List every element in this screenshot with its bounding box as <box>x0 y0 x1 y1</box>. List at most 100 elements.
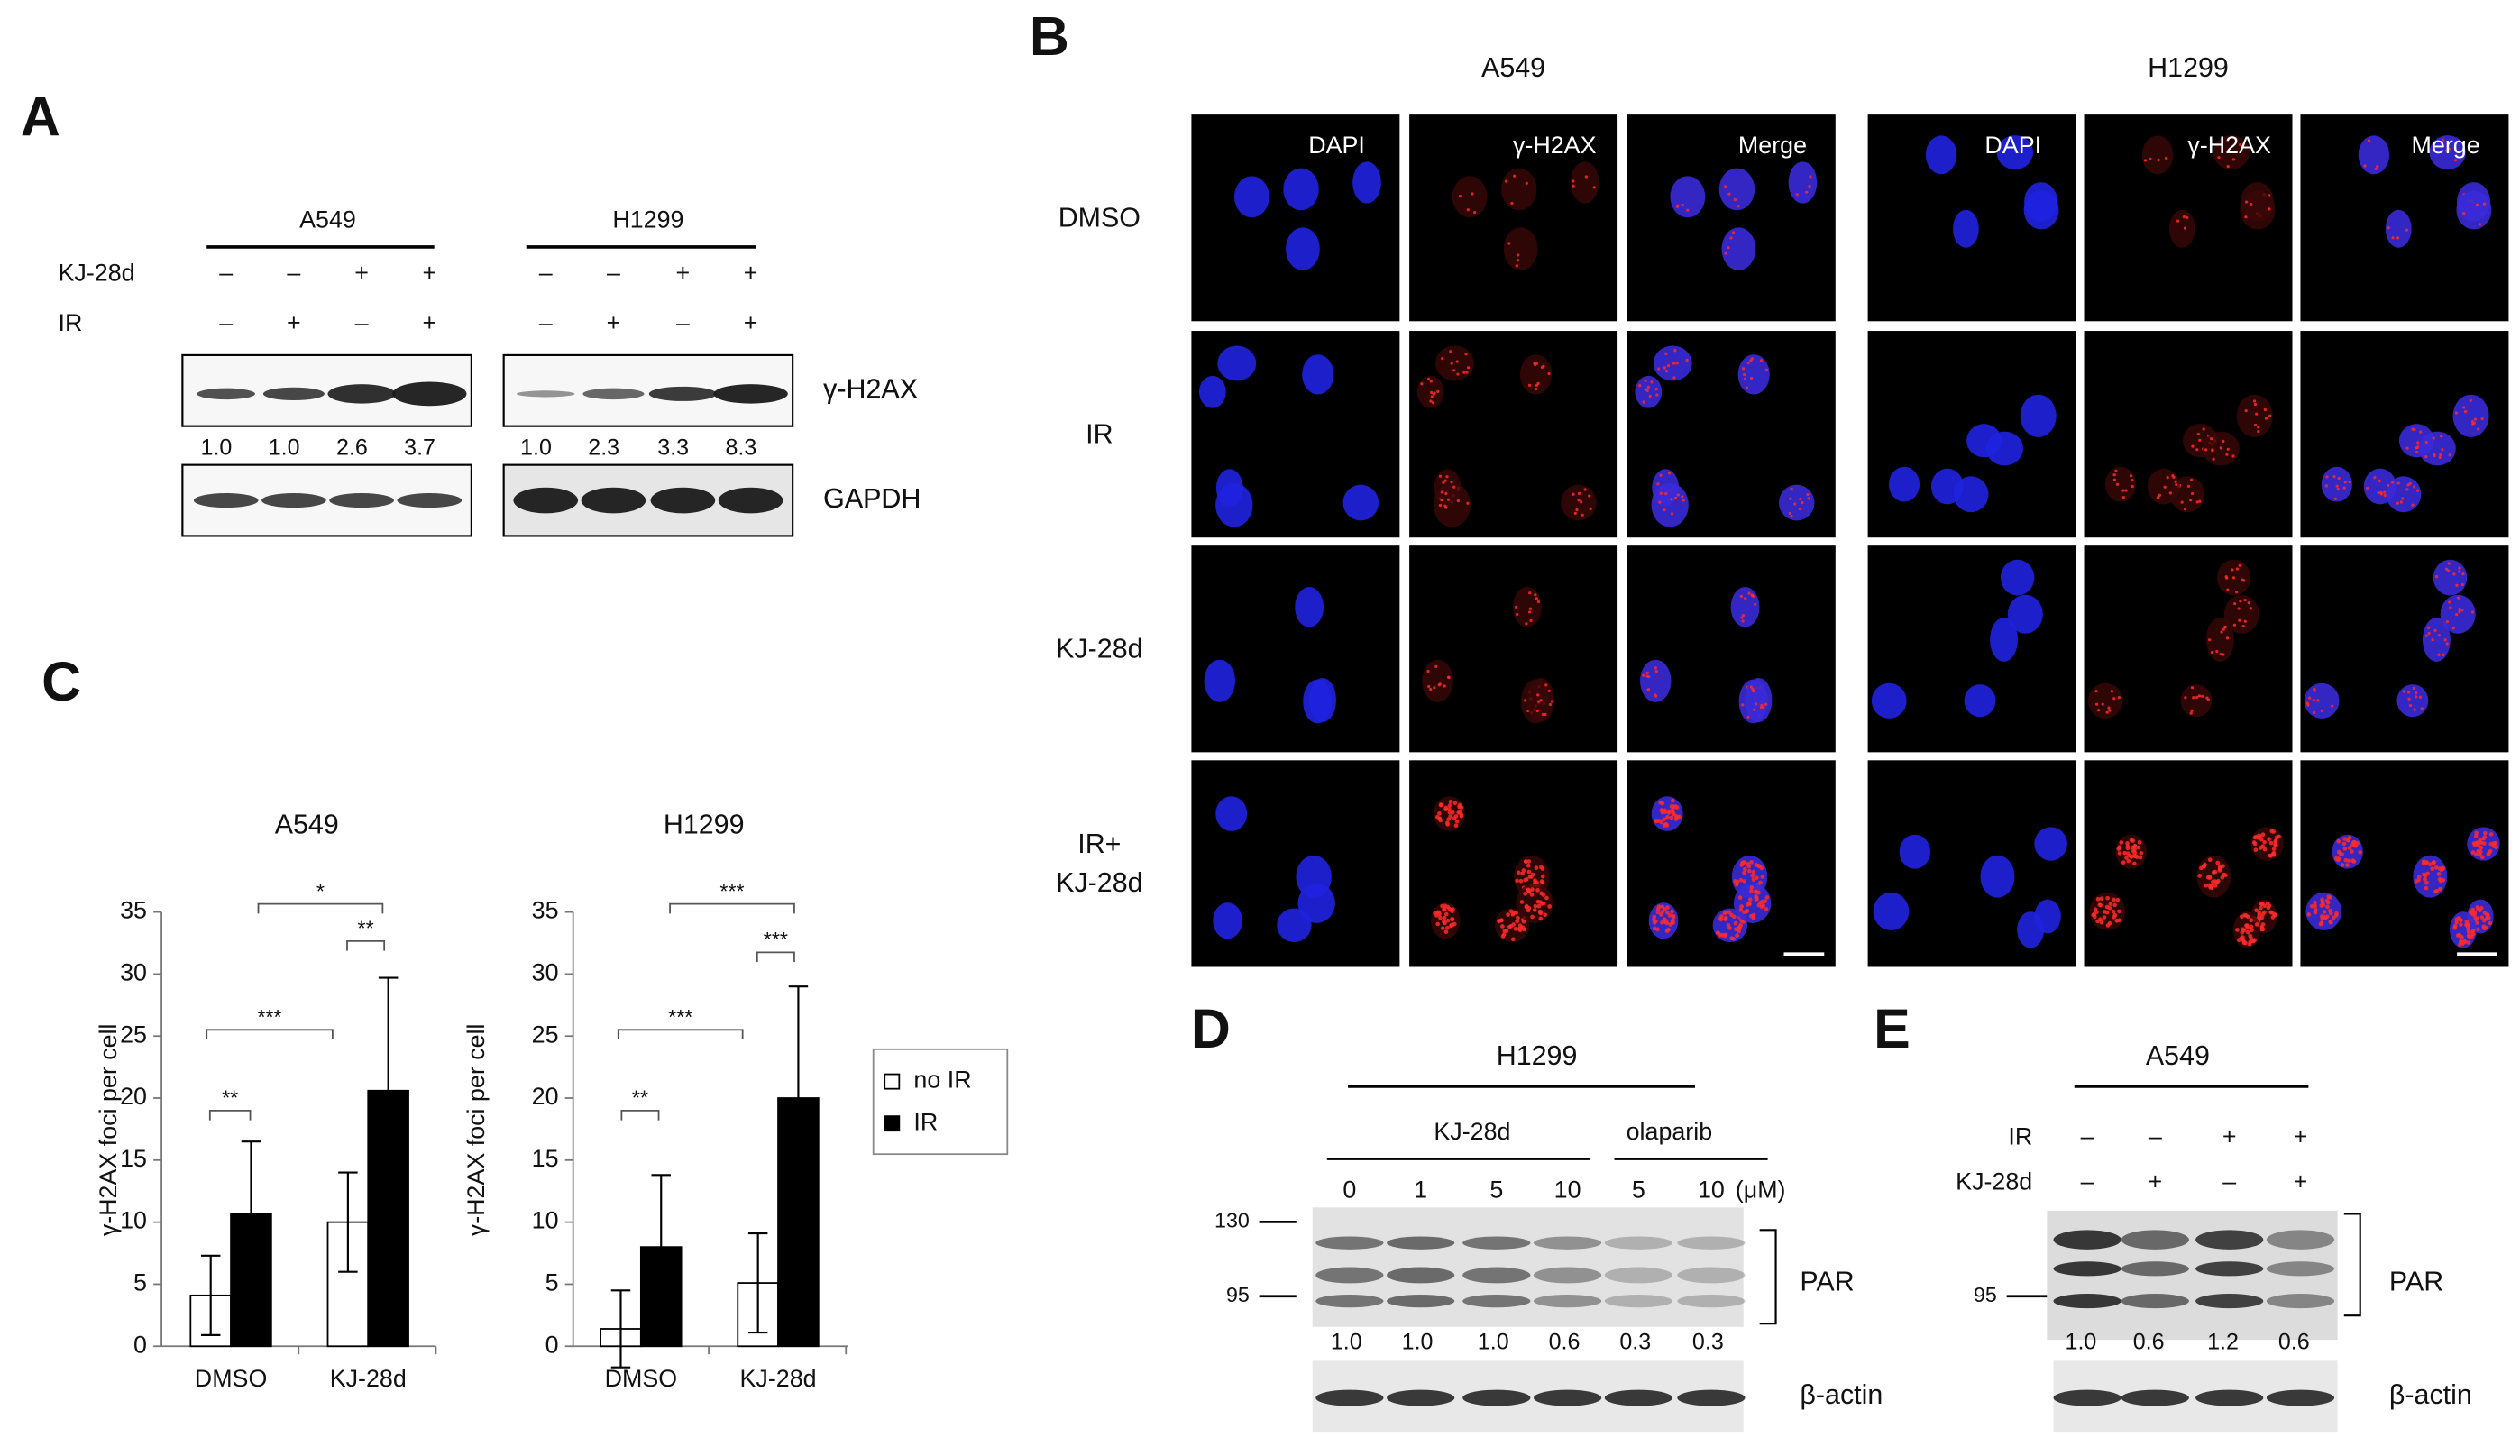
focus <box>1513 927 1518 931</box>
focus <box>2215 860 2221 865</box>
focus <box>1516 253 1520 257</box>
nucleus <box>1899 834 1931 869</box>
focus <box>2157 158 2160 162</box>
focus <box>2112 897 2116 902</box>
focus <box>1764 895 1770 900</box>
focus <box>1742 870 1746 875</box>
focus <box>2205 875 2211 880</box>
focus <box>2245 923 2250 928</box>
focus <box>2443 638 2447 642</box>
focus <box>2249 918 2254 923</box>
blot-band <box>1315 1389 1384 1406</box>
focus <box>1675 205 1680 208</box>
cell-line-header: H1299 <box>2148 52 2229 83</box>
focus <box>2102 915 2107 920</box>
focus <box>1667 472 1672 475</box>
focus <box>1444 506 1448 509</box>
quantification: 3.7 <box>404 435 435 460</box>
focus <box>1544 712 1547 717</box>
focus <box>1448 799 1453 804</box>
focus <box>1516 612 1519 617</box>
nucleus-faint <box>2223 594 2259 634</box>
condition-label: DMSO <box>1058 203 1141 234</box>
blot-band <box>1677 1267 1746 1284</box>
focus <box>1671 913 1676 919</box>
focus <box>2253 402 2258 407</box>
blot-band <box>1677 1236 1746 1250</box>
nucleus <box>1745 678 1773 722</box>
focus <box>2266 905 2271 911</box>
focus <box>2190 709 2194 712</box>
focus <box>1519 926 1524 930</box>
cell-line-header: A549 <box>1481 52 1545 83</box>
micrograph <box>1867 331 2076 538</box>
blot-band <box>1604 1236 1672 1250</box>
focus <box>1669 815 1674 820</box>
focus <box>2239 600 2242 603</box>
focus <box>2245 200 2249 204</box>
focus <box>2414 446 2418 450</box>
focus <box>1655 910 1661 915</box>
quantification: 2.6 <box>336 435 368 460</box>
focus <box>1750 873 1755 878</box>
focus <box>1656 819 1662 823</box>
focus <box>1443 479 1447 482</box>
blot-band <box>392 381 467 407</box>
focus <box>1729 236 1733 240</box>
focus <box>1644 379 1647 382</box>
focus <box>2241 928 2247 933</box>
focus <box>2112 902 2117 908</box>
focus <box>1741 613 1746 618</box>
blot-band <box>718 487 783 514</box>
focus <box>1450 917 1455 922</box>
focus <box>2117 918 2122 923</box>
blot-band <box>2053 1230 2121 1250</box>
focus <box>1654 819 1658 823</box>
focus <box>2313 710 2316 715</box>
treatment-sign: – <box>287 259 300 286</box>
focus <box>2367 139 2371 142</box>
focus <box>2472 911 2478 915</box>
focus <box>1764 368 1769 372</box>
focus <box>2452 572 2456 576</box>
focus <box>2097 902 2103 907</box>
focus <box>2347 858 2351 864</box>
focus <box>2252 835 2258 840</box>
focus <box>1592 186 1596 189</box>
focus <box>1526 863 1531 868</box>
focus <box>2224 575 2228 579</box>
blot-band <box>1315 1294 1384 1308</box>
focus <box>2259 902 2264 907</box>
treatment-sign: – <box>2081 1168 2094 1195</box>
blot-band <box>1604 1294 1672 1308</box>
focus <box>2466 940 2470 945</box>
focus <box>2441 447 2444 452</box>
focus <box>1754 702 1758 706</box>
focus <box>2131 479 2134 482</box>
focus <box>1473 211 1477 215</box>
focus <box>2232 623 2237 627</box>
focus <box>1638 384 1642 388</box>
condition-label: IR <box>1086 418 1113 449</box>
focus <box>1438 915 1443 920</box>
nucleus <box>1990 618 2019 662</box>
focus <box>1654 669 1658 673</box>
micrograph <box>1409 760 1618 967</box>
focus <box>2436 872 2442 876</box>
focus <box>1467 366 1471 370</box>
x-tick-label: DMSO <box>195 1365 268 1392</box>
blot-band <box>582 388 645 400</box>
blot-band <box>648 386 718 401</box>
focus <box>2396 481 2400 485</box>
focus <box>2441 138 2445 142</box>
focus <box>2131 484 2134 489</box>
micrograph <box>2300 331 2509 538</box>
focus <box>2238 563 2241 567</box>
focus <box>2447 562 2451 565</box>
focus <box>2458 607 2461 611</box>
blot-band <box>2266 1261 2335 1277</box>
focus <box>2318 921 2323 927</box>
focus <box>1510 911 1516 917</box>
y-tick-label: 0 <box>545 1331 559 1358</box>
focus <box>1716 930 1720 935</box>
